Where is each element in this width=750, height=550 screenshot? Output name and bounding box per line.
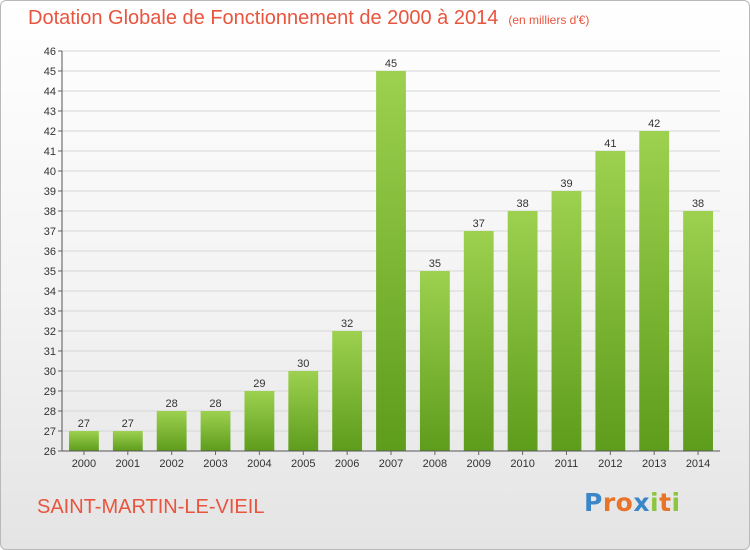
y-tick-label: 28	[44, 406, 56, 418]
y-tick-label: 34	[44, 286, 56, 298]
bar-2007	[376, 71, 406, 451]
data-label-2007: 45	[385, 58, 397, 70]
y-tick-label: 46	[44, 46, 56, 58]
data-label-2010: 38	[516, 198, 528, 210]
data-label-2008: 35	[429, 258, 441, 270]
x-tick-label-2008: 2008	[423, 458, 447, 470]
bars	[69, 71, 713, 451]
x-tick-label-2004: 2004	[247, 458, 271, 470]
logo-letter: t	[659, 488, 672, 517]
bar-2006	[332, 331, 363, 451]
x-tick-label-2012: 2012	[598, 458, 622, 470]
data-label-2011: 39	[560, 178, 572, 190]
logo-letter: x	[633, 488, 650, 517]
chart-title: Dotation Globale de Fonctionnement de 20…	[28, 7, 589, 30]
logo-letter: P	[584, 488, 603, 517]
data-label-2014: 38	[692, 198, 704, 210]
chart-subtitle: (en milliers d'€)	[508, 13, 590, 27]
x-tick-label-2001: 2001	[116, 458, 140, 470]
bar-2009	[463, 231, 494, 451]
bar-2004	[244, 391, 275, 451]
y-tick-label: 37	[44, 226, 56, 238]
x-tick-label-2005: 2005	[291, 458, 315, 470]
y-tick-label: 27	[44, 426, 56, 438]
bar-2008	[419, 271, 450, 451]
y-tick-label: 26	[44, 446, 56, 458]
y-tick-label: 42	[44, 126, 56, 138]
x-tick-label-2006: 2006	[335, 458, 359, 470]
y-tick-label: 31	[44, 346, 56, 358]
y-tick-label: 43	[44, 106, 56, 118]
y-tick-label: 32	[44, 326, 56, 338]
y-tick-label: 41	[44, 146, 56, 158]
data-label-2000: 27	[78, 418, 90, 430]
bar-2013	[639, 131, 670, 451]
y-tick-label: 38	[44, 206, 56, 218]
bar-2014	[683, 211, 713, 451]
data-label-2001: 27	[122, 418, 134, 430]
data-label-2012: 41	[604, 138, 616, 150]
x-tick-label-2000: 2000	[72, 458, 96, 470]
y-tick-label: 35	[44, 266, 56, 278]
data-label-2006: 32	[341, 318, 353, 330]
x-tick-label-2011: 2011	[555, 458, 579, 470]
y-tick-label: 44	[44, 86, 56, 98]
bar-2003	[200, 411, 231, 451]
chart-title-text: Dotation Globale de Fonctionnement de 20…	[28, 7, 499, 29]
x-tick-label-2003: 2003	[203, 458, 227, 470]
y-tick-label: 33	[44, 306, 56, 318]
data-label-2005: 30	[297, 358, 309, 370]
data-label-2003: 28	[209, 398, 221, 410]
logo-letter: i	[671, 488, 681, 517]
bar-2001	[112, 431, 143, 451]
data-label-2002: 28	[166, 398, 178, 410]
data-label-2013: 42	[648, 118, 660, 130]
y-tick-label: 39	[44, 186, 56, 198]
bar-2011	[551, 191, 582, 451]
y-tick-label: 29	[44, 386, 56, 398]
commune-name: SAINT-MARTIN-LE-VIEIL	[37, 496, 265, 518]
logo-letter: r	[602, 488, 616, 517]
data-label-2009: 37	[473, 218, 485, 230]
logo-letter: o	[615, 488, 634, 517]
bar-2005	[288, 371, 319, 451]
logo-letter: i	[650, 488, 660, 517]
x-tick-label-2014: 2014	[686, 458, 710, 470]
bar-2010	[507, 211, 538, 451]
bar-2012	[595, 151, 626, 451]
x-tick-label-2009: 2009	[466, 458, 490, 470]
x-tick-label-2013: 2013	[642, 458, 666, 470]
bar-2000	[69, 431, 99, 451]
axes: 26 27 28 29 30 31 32 33 34 35 36 37 38 39 40 41 42 43 44 45…	[44, 46, 720, 470]
data-labels: 27 27 28 28 29 30 32 45 35 37 38 39 41 42 38	[78, 58, 704, 430]
y-tick-label: 40	[44, 166, 56, 178]
x-tick-label-2002: 2002	[159, 458, 183, 470]
bar-2002	[156, 411, 187, 451]
y-tick-label: 36	[44, 246, 56, 258]
x-tick-label-2010: 2010	[510, 458, 534, 470]
x-tick-label-2007: 2007	[379, 458, 403, 470]
y-tick-label: 30	[44, 366, 56, 378]
y-tick-label: 45	[44, 66, 56, 78]
proxiti-logo[interactable]: Proxiti	[584, 488, 681, 517]
data-label-2004: 29	[253, 378, 265, 390]
